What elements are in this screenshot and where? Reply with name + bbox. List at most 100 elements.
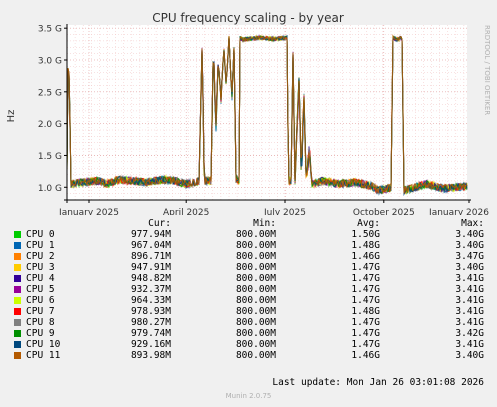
legend-min-value: 800.00M: [235, 273, 276, 284]
legend-swatch: [14, 264, 21, 271]
legend-series-name: CPU 6: [26, 295, 55, 306]
legend-header-max: Max:: [461, 218, 484, 229]
y-axis: 1.0 G 1.5 G 2.0 G 2.5 G 3.0 G 3.5 G: [38, 25, 67, 194]
legend-cur-value: 964.33M: [130, 295, 171, 306]
legend-series-name: CPU 0: [26, 229, 55, 240]
legend-series-name: CPU 4: [26, 273, 55, 284]
legend-avg-value: 1.48G: [351, 306, 380, 317]
legend-swatch: [14, 297, 21, 304]
legend-cur-value: 947.91M: [130, 262, 171, 273]
legend-avg-value: 1.47G: [351, 284, 380, 295]
y-tick-label: 1.5 G: [38, 152, 62, 162]
legend-series-name: CPU 7: [26, 306, 55, 317]
legend-max-value: 3.40G: [455, 229, 484, 240]
y-tick-label: 2.0 G: [38, 120, 62, 130]
legend-row: CPU 6 964.33M 800.00M 1.47G 3.41G: [0, 295, 497, 306]
legend-min-value: 800.00M: [235, 317, 276, 328]
legend-avg-value: 1.46G: [351, 251, 380, 262]
x-tick-label: January 2026: [428, 208, 489, 215]
legend-min-value: 800.00M: [235, 328, 276, 339]
legend-row: CPU 1 967.04M 800.00M 1.48G 3.40G: [0, 240, 497, 251]
legend-swatch: [14, 308, 21, 315]
legend-cur-value: 977.94M: [130, 229, 171, 240]
legend-avg-value: 1.47G: [351, 328, 380, 339]
munin-version: Munin 2.0.75: [225, 392, 272, 400]
legend-min-value: 800.00M: [235, 295, 276, 306]
legend-swatch: [14, 341, 21, 348]
legend-row: CPU 10 929.16M 800.00M 1.47G 3.41G: [0, 339, 497, 350]
legend-avg-value: 1.48G: [351, 240, 380, 251]
legend-header-avg: Avg:: [357, 218, 380, 229]
legend-max-value: 3.40G: [455, 262, 484, 273]
y-tick-label: 3.5 G: [38, 25, 62, 35]
x-tick-label: July 2025: [263, 208, 306, 215]
legend-series-name: CPU 11: [26, 350, 61, 361]
legend-series-name: CPU 10: [26, 339, 61, 350]
legend-row: CPU 4 948.82M 800.00M 1.47G 3.41G: [0, 273, 497, 284]
legend-cur-value: 967.04M: [130, 240, 171, 251]
legend-avg-value: 1.46G: [351, 350, 380, 361]
legend-swatch: [14, 319, 21, 326]
y-tick-label: 2.5 G: [38, 88, 62, 98]
legend-row: CPU 9 979.74M 800.00M 1.47G 3.42G: [0, 328, 497, 339]
legend-cur-value: 932.37M: [130, 284, 171, 295]
legend-avg-value: 1.47G: [351, 273, 380, 284]
legend-cur-value: 896.71M: [130, 251, 171, 262]
legend-max-value: 3.41G: [455, 295, 484, 306]
plot-background: [67, 25, 467, 200]
x-tick-label: April 2025: [163, 208, 209, 215]
legend-min-value: 800.00M: [235, 229, 276, 240]
legend-cur-value: 978.93M: [130, 306, 171, 317]
legend-swatch: [14, 286, 21, 293]
legend-header: Cur: Min: Avg: Max:: [0, 218, 497, 229]
legend-max-value: 3.41G: [455, 306, 484, 317]
legend-avg-value: 1.47G: [351, 295, 380, 306]
legend-max-value: 3.40G: [455, 350, 484, 361]
x-tick-label: October 2025: [353, 208, 415, 215]
legend-series-name: CPU 2: [26, 251, 55, 262]
legend-max-value: 3.41G: [455, 273, 484, 284]
rrdtool-label: RRDTOOL / TOBI OETIKER: [483, 25, 491, 115]
legend-avg-value: 1.47G: [351, 262, 380, 273]
legend-series-name: CPU 9: [26, 328, 55, 339]
series-lines: [66, 34, 468, 197]
legend-min-value: 800.00M: [235, 240, 276, 251]
legend-max-value: 3.41G: [455, 284, 484, 295]
legend-max-value: 3.40G: [455, 240, 484, 251]
x-tick-label: January 2025: [58, 208, 119, 215]
legend-max-value: 3.41G: [455, 317, 484, 328]
last-update: Last update: Mon Jan 26 03:01:08 2026: [272, 377, 484, 388]
legend-max-value: 3.47G: [455, 251, 484, 262]
chart-area: CPU frequency scaling - by year Hz RRDTO…: [6, 11, 491, 215]
legend-cur-value: 929.16M: [130, 339, 171, 350]
legend-cur-value: 948.82M: [130, 273, 171, 284]
legend-swatch: [14, 275, 21, 282]
legend-row: CPU 0 977.94M 800.00M 1.50G 3.40G: [0, 229, 497, 240]
legend-swatch: [14, 242, 21, 249]
x-axis: January 2025 April 2025 July 2025 October 2…: [58, 200, 489, 215]
legend-min-value: 800.00M: [235, 339, 276, 350]
legend-swatch: [14, 330, 21, 337]
y-axis-label: Hz: [6, 110, 17, 123]
legend-min-value: 800.00M: [235, 306, 276, 317]
y-tick-label: 1.0 G: [38, 184, 62, 194]
legend-header-min: Min:: [253, 218, 276, 229]
legend-avg-value: 1.47G: [351, 317, 380, 328]
legend-swatch: [14, 231, 21, 238]
legend-row: CPU 7 978.93M 800.00M 1.48G 3.41G: [0, 306, 497, 317]
legend-row: CPU 8 980.27M 800.00M 1.47G 3.41G: [0, 317, 497, 328]
legend-min-value: 800.00M: [235, 251, 276, 262]
legend-series-name: CPU 5: [26, 284, 55, 295]
legend-min-value: 800.00M: [235, 284, 276, 295]
y-tick-label: 3.0 G: [38, 57, 62, 67]
legend-swatch: [14, 253, 21, 260]
legend-cur-value: 979.74M: [130, 328, 171, 339]
legend-cur-value: 980.27M: [130, 317, 171, 328]
legend-series-name: CPU 1: [26, 240, 55, 251]
legend-avg-value: 1.47G: [351, 339, 380, 350]
legend-cur-value: 893.98M: [130, 350, 171, 361]
legend-avg-value: 1.50G: [351, 229, 380, 240]
grid: [66, 25, 467, 200]
legend-max-value: 3.41G: [455, 339, 484, 350]
series-line-cpu-11: [66, 34, 468, 194]
